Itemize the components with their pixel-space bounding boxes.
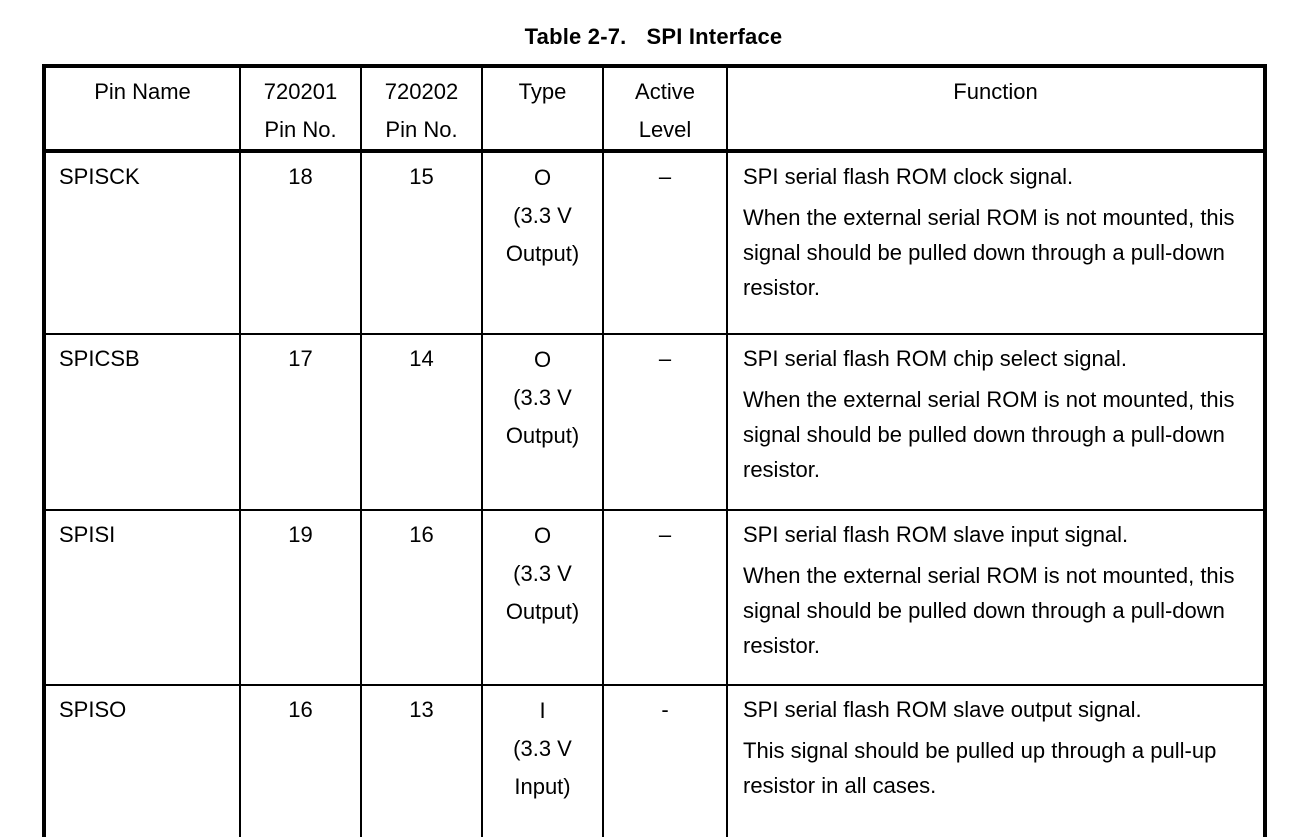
type-cell: I (3.3 V Input) [481,684,604,837]
function-cell: SPI serial flash ROM chip select signal.… [726,333,1266,511]
function-paragraph: SPI serial flash ROM slave output signal… [743,697,1142,722]
header-row: Pin Name 720201 Pin No. 720202 Pin No. T… [43,65,1266,153]
active-level-cell: - [602,684,728,837]
function-paragraph: When the external serial ROM is not moun… [743,205,1235,300]
active-level-cell: – [602,333,728,511]
function-paragraph: SPI serial flash ROM slave input signal. [743,522,1129,547]
table-row: SPICSB 17 14 O (3.3 V Output) – SPI serial fl… [43,333,1266,511]
pin-no-720201-cell: 19 [239,509,362,686]
table-title-text: SPI Interface [646,24,783,49]
pin-no-720202-cell: 15 [360,150,483,335]
col-header-720201-pin-no: 720201 Pin No. [239,65,362,153]
function-paragraph: SPI serial flash ROM chip select signal. [743,346,1127,371]
active-level-cell: – [602,150,728,335]
pin-no-720202-cell: 13 [360,684,483,837]
pin-name-cell: SPICSB [43,333,241,511]
function-cell: SPI serial flash ROM slave output signal… [726,684,1266,837]
type-cell: O (3.3 V Output) [481,150,604,335]
function-paragraph: SPI serial flash ROM clock signal. [743,164,1074,189]
function-cell: SPI serial flash ROM clock signal. When t… [726,150,1266,335]
col-header-active-level: Active Level [602,65,728,153]
col-header-720202-pin-no: 720202 Pin No. [360,65,483,153]
function-paragraph: When the external serial ROM is not moun… [743,563,1235,658]
pin-no-720201-cell: 16 [239,684,362,837]
function-paragraph: This signal should be pulled up through … [743,738,1217,798]
type-cell: O (3.3 V Output) [481,333,604,511]
pin-no-720202-cell: 14 [360,333,483,511]
table-row: SPISCK 18 15 O (3.3 V Output) – SPI serial fl… [43,150,1266,335]
pin-no-720202-cell: 16 [360,509,483,686]
function-paragraph: When the external serial ROM is not moun… [743,387,1235,482]
col-header-type: Type [481,65,604,153]
type-cell: O (3.3 V Output) [481,509,604,686]
table-row: SPISI 19 16 O (3.3 V Output) – SPI serial fla… [43,509,1266,686]
spi-interface-table: Pin Name 720201 Pin No. 720202 Pin No. T… [42,64,1267,837]
function-cell: SPI serial flash ROM slave input signal.… [726,509,1266,686]
col-header-pin-name: Pin Name [43,65,241,153]
pin-name-cell: SPISO [43,684,241,837]
pin-no-720201-cell: 18 [239,150,362,335]
pin-name-cell: SPISI [43,509,241,686]
table-body: SPISCK 18 15 O (3.3 V Output) – SPI serial fl… [43,150,1266,837]
pin-no-720201-cell: 17 [239,333,362,511]
table-title-number: Table 2-7. [524,24,627,49]
active-level-cell: – [602,509,728,686]
pin-name-cell: SPISCK [43,150,241,335]
table-title: Table 2-7. SPI Interface [0,24,1307,50]
col-header-function: Function [726,65,1266,153]
table-row: SPISO 16 13 I (3.3 V Input) - SPI serial flas… [43,684,1266,837]
